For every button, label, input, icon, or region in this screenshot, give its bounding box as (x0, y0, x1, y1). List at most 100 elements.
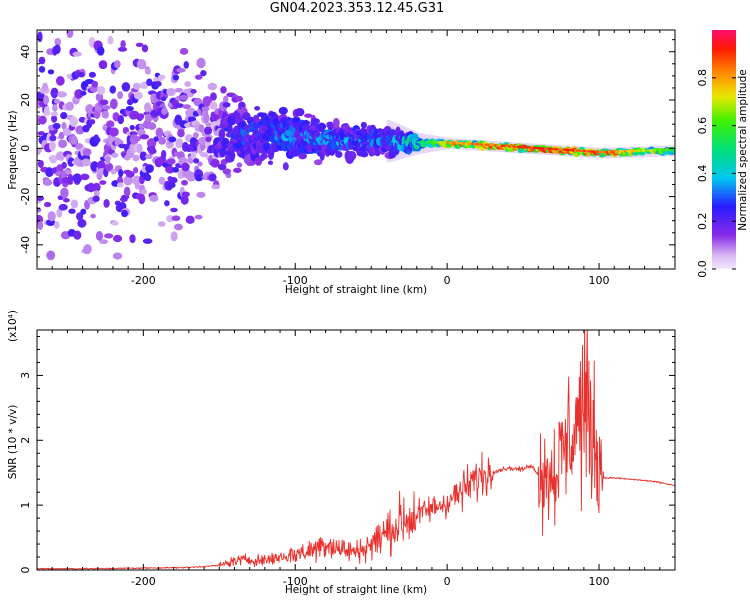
heat-cell (148, 145, 156, 155)
heat-cell (133, 167, 139, 174)
heat-cell (58, 139, 68, 149)
heat-cell (140, 189, 148, 195)
heat-cell (174, 87, 184, 93)
heat-ridge-cell (594, 150, 598, 153)
y-tick-label: -20 (19, 188, 32, 206)
colorbar-tick-label: 0.6 (696, 117, 709, 135)
colorbar (712, 30, 736, 269)
heat-cell (207, 82, 218, 91)
heat-cell (50, 87, 59, 99)
heat-cell (282, 162, 289, 171)
heat-cell (51, 115, 58, 123)
spectrogram-heatmap (37, 30, 675, 261)
y-tick-label: 2 (19, 437, 32, 444)
heat-cell (218, 128, 226, 140)
x-tick-label: -200 (131, 274, 156, 287)
heat-cell (61, 161, 67, 169)
heat-ridge-cell (469, 142, 472, 145)
heat-ridge-cell (510, 145, 513, 148)
heat-ridge-cell (614, 150, 618, 153)
heat-cell (104, 233, 114, 239)
heat-cell (192, 132, 199, 139)
heat-ridge-cell (662, 148, 666, 152)
heat-ridge-cell (460, 142, 463, 145)
heat-cell (297, 146, 307, 155)
heat-cell (88, 71, 96, 78)
heat-cell (186, 171, 196, 182)
heat-ridge-cell (617, 150, 620, 153)
x-tick-label: 0 (444, 274, 451, 287)
heat-cell (66, 30, 74, 38)
heat-cell (107, 35, 114, 45)
heat-ridge-cell (589, 150, 593, 153)
y-tick-label: 0 (19, 145, 32, 152)
heat-cell (56, 75, 65, 86)
heat-cell (180, 195, 189, 205)
heat-cell (99, 99, 109, 106)
heat-ridge-cell (558, 148, 561, 151)
heat-cell (222, 95, 229, 104)
heat-cell (53, 98, 61, 104)
heat-cell (97, 160, 106, 171)
heat-ridge-cell (521, 146, 525, 149)
heat-cell (254, 105, 261, 111)
heat-cell (37, 148, 41, 156)
heat-cell (184, 81, 192, 87)
heat-cell (149, 194, 159, 202)
heat-ridge-cell (553, 148, 557, 151)
heat-cell (47, 69, 55, 75)
heat-ridge-cell (564, 148, 568, 151)
heat-cell (62, 197, 70, 203)
heat-cell (111, 152, 119, 158)
heat-cell (37, 31, 43, 43)
heat-ridge-cell (621, 150, 625, 153)
heat-cell (49, 140, 56, 152)
heat-cell (50, 111, 59, 117)
heat-cell (74, 89, 84, 99)
heat-ridge-cell (498, 144, 502, 147)
snr-y-axis-label: SNR (10 * v/v) (7, 405, 19, 480)
heat-ridge-cell (567, 148, 570, 152)
heat-cell (196, 57, 206, 69)
heat-ridge-cell (544, 147, 547, 150)
heat-ridge-cell (480, 143, 484, 146)
heat-cell (158, 136, 166, 145)
heat-cell (147, 122, 157, 130)
heat-cell (95, 231, 104, 241)
heat-cell (123, 186, 131, 197)
heat-cell (175, 103, 185, 108)
heat-cell (54, 37, 62, 46)
heat-ridge-cell (640, 149, 643, 152)
heat-cell (80, 208, 87, 215)
heat-cell (99, 180, 107, 185)
heat-ridge-cell (560, 148, 563, 151)
heat-ridge-cell (416, 141, 420, 144)
heat-cell (203, 112, 210, 124)
heat-cell (125, 170, 135, 178)
heat-cell (335, 151, 343, 158)
heat-cell (210, 92, 217, 101)
heat-ridge-cell (519, 145, 522, 149)
heat-cell (155, 127, 164, 138)
snr-series-line (37, 330, 675, 570)
heat-ridge-cell (423, 141, 427, 144)
heat-ridge-cell (605, 150, 609, 153)
heat-ridge-cell (425, 141, 429, 144)
heat-cell (247, 161, 256, 166)
heat-cell (67, 174, 74, 182)
y-tick-label: 20 (19, 93, 32, 107)
heat-cell (217, 163, 227, 171)
heat-cell (58, 131, 65, 140)
heat-ridge-cell (487, 143, 490, 147)
heat-cell (137, 113, 145, 120)
heat-ridge-cell (455, 141, 459, 145)
heat-cell (117, 91, 124, 100)
spectrogram-y-axis-label: Frequency (Hz) (7, 110, 19, 189)
heat-cell (196, 191, 206, 198)
heat-ridge-cell (446, 141, 449, 144)
heat-cell (60, 112, 68, 120)
heat-cell (120, 40, 126, 49)
heat-cell (190, 149, 197, 161)
heat-cell (205, 136, 212, 143)
